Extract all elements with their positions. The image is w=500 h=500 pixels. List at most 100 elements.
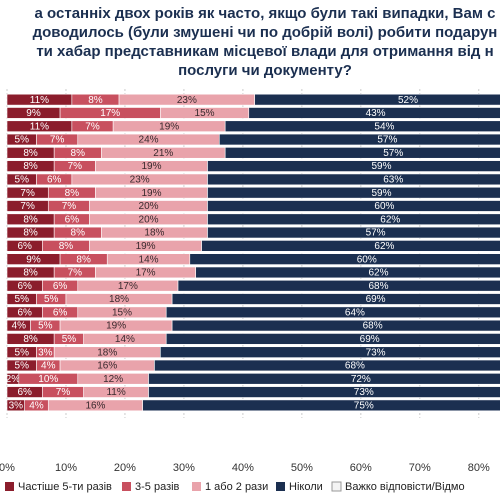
data-label: 6% xyxy=(17,387,32,398)
chart-title: доводилось (були змушені чи по добрій во… xyxy=(33,24,498,41)
data-label: 68% xyxy=(363,321,383,332)
data-label: 72% xyxy=(351,374,371,385)
data-label: 19% xyxy=(136,241,156,252)
data-label: 17% xyxy=(118,281,138,292)
bar-segment xyxy=(218,133,500,146)
bar-segment xyxy=(248,107,500,119)
x-tick-label: 0% xyxy=(0,462,15,474)
data-label: 8% xyxy=(23,228,38,239)
bar-segment xyxy=(171,293,500,305)
data-label: 21% xyxy=(153,148,173,159)
data-label: 9% xyxy=(26,254,41,265)
bar-segment xyxy=(160,346,500,358)
legend-swatch xyxy=(331,481,342,492)
data-label: 52% xyxy=(398,95,418,106)
data-label: 3% xyxy=(9,400,24,411)
data-label: 5% xyxy=(15,347,30,358)
data-label: 6% xyxy=(53,307,68,318)
data-label: 8% xyxy=(88,95,103,106)
data-label: 9% xyxy=(26,108,41,119)
x-tick-label: 40% xyxy=(232,462,254,474)
bar-segment xyxy=(224,120,500,132)
data-label: 5% xyxy=(62,334,77,345)
data-label: 6% xyxy=(65,214,80,225)
data-label: 60% xyxy=(357,254,377,265)
x-tick-label: 50% xyxy=(291,462,313,474)
legend-label: Важко відповісти/Відмо xyxy=(345,481,465,493)
data-label: 62% xyxy=(380,214,400,225)
data-label: 18% xyxy=(97,347,117,358)
data-label: 68% xyxy=(369,281,389,292)
bar-segment xyxy=(207,173,500,186)
data-label: 57% xyxy=(383,148,403,159)
data-label: 23% xyxy=(177,95,197,106)
bar-segment xyxy=(195,266,500,279)
data-label: 19% xyxy=(141,161,161,172)
data-label: 12% xyxy=(103,374,123,385)
data-label: 69% xyxy=(366,294,386,305)
data-label: 5% xyxy=(44,294,59,305)
data-label: 7% xyxy=(68,268,83,279)
bar-segment xyxy=(207,200,500,212)
data-label: 75% xyxy=(354,400,374,411)
data-label: 6% xyxy=(53,281,68,292)
data-label: 8% xyxy=(65,188,80,199)
data-label: 5% xyxy=(38,321,53,332)
data-label: 7% xyxy=(20,201,35,212)
data-label: 62% xyxy=(374,241,394,252)
data-label: 14% xyxy=(115,334,135,345)
data-label: 8% xyxy=(71,148,86,159)
data-label: 8% xyxy=(23,148,38,159)
data-label: 3% xyxy=(38,347,53,358)
data-label: 10% xyxy=(38,374,58,385)
data-label: 4% xyxy=(41,361,56,372)
data-label: 8% xyxy=(76,254,91,265)
x-tick-label: 10% xyxy=(55,462,77,474)
bar-segment xyxy=(207,213,500,226)
data-label: 19% xyxy=(141,188,161,199)
data-label: 6% xyxy=(47,175,62,186)
data-label: 5% xyxy=(15,175,30,186)
data-label: 4% xyxy=(12,321,27,332)
data-label: 69% xyxy=(360,334,380,345)
data-label: 5% xyxy=(15,361,30,372)
data-label: 73% xyxy=(354,387,374,398)
bar-segment xyxy=(148,373,500,385)
data-label: 62% xyxy=(369,268,389,279)
data-label: 7% xyxy=(56,387,71,398)
data-label: 64% xyxy=(345,307,365,318)
data-label: 54% xyxy=(374,121,394,132)
bar-segment xyxy=(154,359,500,372)
data-label: 23% xyxy=(130,175,150,186)
data-label: 8% xyxy=(23,161,38,172)
data-label: 19% xyxy=(106,321,126,332)
data-label: 18% xyxy=(144,228,164,239)
data-label: 24% xyxy=(139,135,159,146)
bar-segment xyxy=(254,93,500,106)
bar-segment xyxy=(177,279,500,292)
data-label: 20% xyxy=(139,214,159,225)
bar-segment xyxy=(189,253,500,265)
bar-segment xyxy=(207,186,500,199)
data-label: 4% xyxy=(29,400,44,411)
bar-segment xyxy=(201,240,500,252)
bar-segment xyxy=(142,399,500,412)
bar-segment xyxy=(207,226,500,239)
data-label: 15% xyxy=(195,108,215,119)
legend-swatch xyxy=(122,482,131,491)
data-label: 15% xyxy=(112,307,132,318)
data-label: 6% xyxy=(17,241,32,252)
data-label: 5% xyxy=(15,294,30,305)
bar-segment xyxy=(207,160,500,172)
legend-label: Ніколи xyxy=(289,481,323,493)
data-label: 18% xyxy=(109,294,129,305)
bar-segment xyxy=(224,147,500,159)
data-label: 16% xyxy=(85,400,105,411)
x-tick-label: 80% xyxy=(468,462,490,474)
x-tick-label: 70% xyxy=(409,462,431,474)
data-label: 68% xyxy=(345,361,365,372)
data-label: 14% xyxy=(139,254,159,265)
chart-title: послуги чи документу? xyxy=(178,62,352,79)
data-label: 7% xyxy=(20,188,35,199)
